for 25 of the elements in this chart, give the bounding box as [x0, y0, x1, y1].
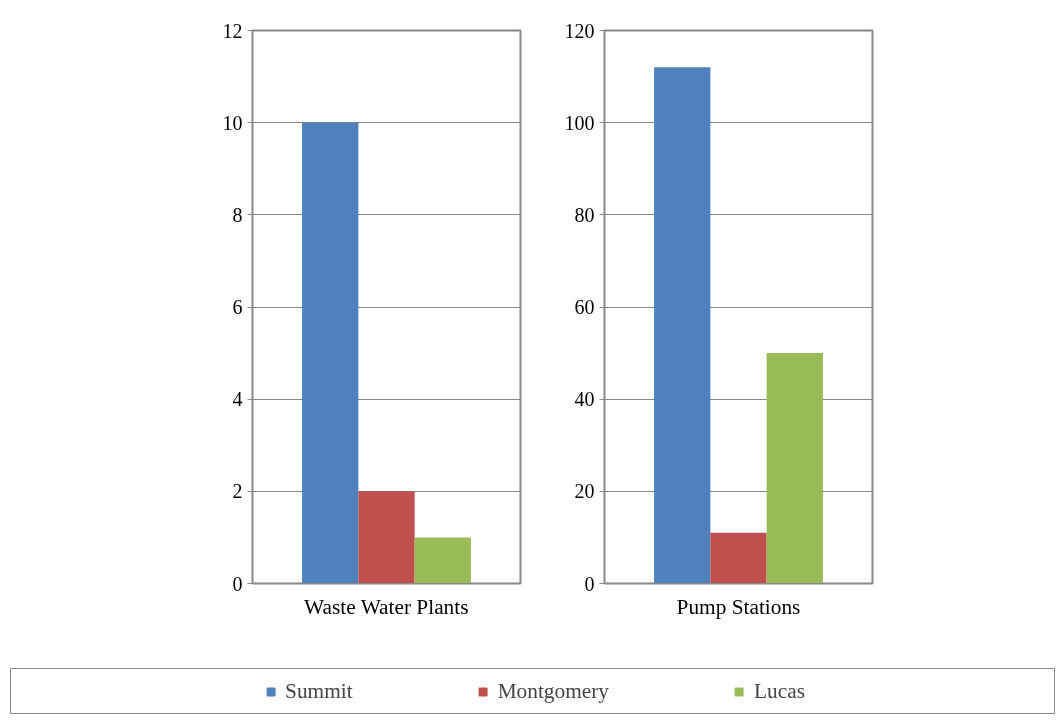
y-tick-label: 2	[232, 480, 243, 503]
y-tick-label: 60	[574, 296, 595, 318]
bar	[358, 491, 415, 584]
y-tick-label: 20	[574, 480, 595, 503]
y-tick-label: 4	[232, 388, 243, 411]
y-tick-label: 40	[574, 388, 595, 411]
y-tick-label: 8	[232, 203, 243, 226]
legend-label: Montgomery	[497, 678, 609, 704]
y-tick-label: 0	[232, 572, 243, 595]
legend-label: Summit	[285, 678, 353, 704]
y-tick-label: 100	[564, 111, 595, 134]
bar	[302, 122, 359, 584]
bar	[766, 353, 823, 584]
y-tick-label: 0	[584, 572, 595, 595]
y-tick-label: 120	[564, 19, 595, 42]
x-tick-label: Waste Water Plants	[304, 594, 469, 619]
bar	[414, 537, 471, 584]
legend-label: Lucas	[754, 678, 805, 704]
bar	[710, 532, 767, 584]
y-tick-label: 6	[232, 296, 243, 318]
bar	[654, 67, 711, 584]
x-tick-label: Pump Stations	[676, 594, 801, 619]
y-tick-label: 80	[574, 203, 595, 226]
y-tick-label: 10	[222, 111, 243, 134]
y-tick-label: 12	[222, 19, 243, 42]
